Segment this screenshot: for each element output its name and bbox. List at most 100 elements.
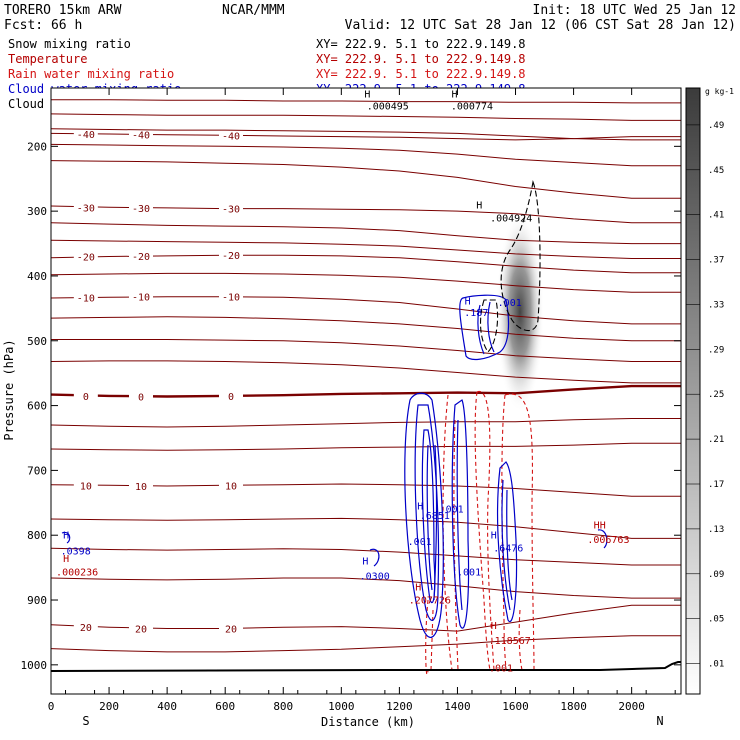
extremum-label: .000774: [451, 101, 493, 112]
extremum-label: H: [362, 556, 368, 567]
isotherm-label: 20: [80, 623, 92, 634]
axes: 0 200 400 600 800 1000 1200 1400 1600 1800 2000200…: [21, 88, 681, 713]
isotherm-label-bg: [219, 129, 243, 141]
isotherm-label-bg: [219, 202, 243, 214]
cloud-water-contours: [61, 294, 608, 639]
isotherm-label: -10: [77, 293, 95, 304]
extremum-label: .000495: [367, 101, 409, 112]
isotherm-line: [50, 254, 681, 274]
colorbar-tick-label: .33: [708, 300, 724, 310]
center-title: NCAR/MMM: [222, 3, 285, 18]
extremum-label: .001: [440, 505, 464, 516]
colorbar-tick-label: .25: [708, 390, 724, 400]
model-title: TORERO 15km ARW: [4, 3, 122, 18]
isotherm-label: -20: [222, 251, 240, 262]
colorbar-tick-label: .05: [708, 615, 724, 625]
isotherm-line: [50, 239, 681, 259]
isotherm-label-bg: [219, 479, 243, 491]
colorbar-tick-label: .13: [708, 525, 724, 535]
y-tick-label: 500: [27, 335, 47, 348]
isotherm-line: [50, 418, 681, 428]
x-tick-label: 1000: [328, 700, 355, 713]
ground-surface: [50, 661, 681, 672]
isotherm-label-bg: [73, 479, 98, 491]
extremum-label: .001: [498, 298, 522, 309]
extremum-label: .004924: [490, 214, 532, 225]
extremum-label: .001: [489, 663, 513, 674]
isotherm-label-bg: [129, 390, 153, 402]
isotherm-label-bg: [129, 622, 153, 634]
legend-xy: XY= 222.9. 5.1 to 222.9.149.8: [316, 52, 526, 66]
extremum-label: .118567: [489, 636, 531, 647]
isotherm-line: [50, 316, 681, 342]
isotherm-line: [50, 143, 681, 167]
extremum-label: H: [465, 296, 471, 307]
y-tick-label: 600: [27, 400, 47, 413]
colorbar-unit: g kg-1: [705, 87, 734, 96]
isotherm-label-bg: [129, 290, 153, 302]
snow-shading: [496, 212, 544, 412]
colorbar-tick-label: .41: [708, 211, 724, 221]
y-tick-label: 300: [27, 205, 47, 218]
isotherm-label: -20: [77, 253, 95, 264]
colorbar-tick-label: .01: [708, 660, 724, 670]
isotherm-line: [50, 483, 681, 497]
extremum-label: H: [491, 530, 497, 541]
y-tick-label: 200: [27, 140, 47, 153]
y-tick-label: 800: [27, 529, 47, 542]
extremum-label: .001: [408, 537, 432, 548]
extremum-label: HH: [594, 521, 606, 532]
legend-entry: Snow mixing ratio: [8, 37, 131, 51]
snow-core: [496, 212, 544, 412]
x-tick-label: 1800: [560, 700, 587, 713]
cloud-ice-contours: [479, 179, 541, 353]
isotherm-label: 0: [138, 393, 144, 404]
x-axis-title: Distance (km): [321, 715, 415, 729]
isotherm-label-bg: [129, 249, 153, 261]
isotherm-label: -40: [132, 131, 150, 142]
isotherm-label-bg: [219, 389, 243, 401]
extremum-label: H: [476, 201, 482, 212]
isotherm-line: [50, 384, 681, 398]
colorbar-tick-label: .29: [708, 345, 724, 355]
extremum-label: H: [415, 582, 421, 593]
isotherm-label-bg: [73, 389, 98, 401]
x-tick-label: 0: [48, 700, 55, 713]
colorbar-tick-label: .21: [708, 435, 724, 445]
colorbar-tick-label: .45: [708, 166, 724, 176]
x-tick-label: 1400: [444, 700, 471, 713]
isotherm-label-bg: [219, 249, 243, 261]
isotherm-label: 0: [228, 392, 234, 403]
extremum-label: .207726: [409, 595, 451, 606]
isotherm-line: [50, 128, 681, 141]
extremum-label: .001: [457, 567, 481, 578]
y-tick-label: 1000: [21, 659, 48, 672]
extremum-label: H: [417, 501, 423, 512]
isotherm-label: 20: [225, 625, 237, 636]
extremum-label: .000236: [56, 567, 98, 578]
isotherm-line: [50, 547, 681, 566]
isotherm-line: [51, 99, 681, 104]
colorbar-tick-label: .49: [708, 121, 724, 131]
isotherm-label: 10: [135, 482, 147, 493]
x-tick-label: 1200: [386, 700, 413, 713]
isotherm-label: -10: [222, 293, 240, 304]
isotherm-label-bg: [73, 621, 98, 633]
x-tick-label: 600: [215, 700, 235, 713]
extremum-label: .006763: [587, 535, 629, 546]
isotherm-label: 10: [225, 481, 237, 492]
y-tick-label: 400: [27, 270, 47, 283]
isotherm-label: 0: [83, 392, 89, 403]
x-tick-label: 200: [99, 700, 119, 713]
isotherm-line: [50, 160, 681, 199]
isotherm-label-bg: [73, 250, 98, 262]
isotherm-label: 20: [135, 625, 147, 636]
north-end-label: N: [656, 714, 663, 728]
extremum-label: H: [491, 621, 497, 632]
y-tick-label: 700: [27, 464, 47, 477]
extremum-label: H: [364, 90, 370, 101]
valid-time: Valid: 12 UTC Sat 28 Jan 12 (06 CST Sat …: [345, 18, 736, 33]
isotherm-line: [50, 272, 681, 293]
rain-water-contours: [425, 390, 535, 675]
